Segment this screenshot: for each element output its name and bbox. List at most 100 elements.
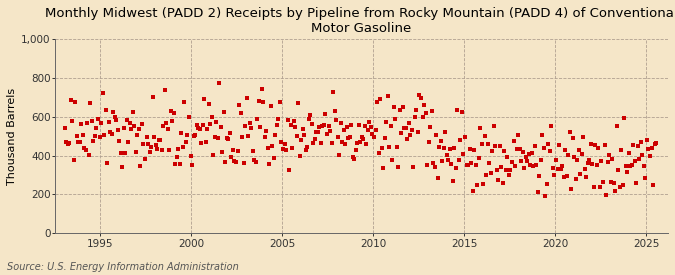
Point — [385, 123, 396, 128]
Point — [117, 165, 128, 170]
Point — [597, 180, 608, 184]
Point — [348, 154, 358, 159]
Point — [637, 153, 648, 157]
Point — [90, 134, 101, 139]
Point — [235, 111, 246, 115]
Point — [396, 131, 407, 135]
Point — [502, 155, 513, 159]
Point — [281, 147, 292, 152]
Point — [643, 147, 654, 152]
Point — [244, 121, 255, 125]
Point — [202, 126, 213, 131]
Point — [148, 134, 159, 139]
Point — [400, 126, 411, 130]
Point — [164, 147, 175, 152]
Point — [129, 124, 140, 128]
Point — [522, 159, 533, 163]
Point — [241, 96, 252, 100]
Point — [256, 87, 267, 92]
Point — [78, 133, 88, 137]
Point — [184, 115, 194, 119]
Point — [243, 134, 254, 138]
Point — [496, 165, 507, 169]
Point — [229, 158, 240, 163]
Point — [332, 135, 343, 139]
Point — [614, 185, 625, 189]
Point — [619, 116, 630, 120]
Point — [570, 177, 581, 181]
Point — [255, 125, 266, 129]
Point — [599, 142, 610, 147]
Point — [622, 170, 632, 175]
Point — [575, 171, 586, 176]
Point — [221, 136, 232, 141]
Point — [461, 163, 472, 167]
Point — [495, 144, 506, 148]
Point — [620, 164, 631, 168]
Point — [72, 134, 82, 138]
Point — [526, 151, 537, 155]
Point — [279, 142, 290, 146]
Point — [250, 159, 261, 164]
Point — [223, 137, 234, 141]
Point — [640, 175, 651, 180]
Point — [291, 134, 302, 138]
Point — [504, 173, 514, 177]
Point — [441, 153, 452, 158]
Point — [364, 120, 375, 124]
Point — [479, 134, 490, 138]
Point — [147, 95, 158, 99]
Point — [308, 141, 319, 145]
Point — [270, 133, 281, 137]
Point — [146, 145, 157, 149]
Point — [418, 103, 429, 107]
Point — [163, 127, 173, 131]
Point — [167, 119, 178, 123]
Point — [591, 163, 602, 167]
Point — [420, 111, 431, 115]
Point — [399, 126, 410, 130]
Point — [387, 158, 398, 162]
Point — [144, 150, 155, 154]
Point — [456, 110, 467, 115]
Point — [140, 156, 151, 161]
Point — [207, 115, 217, 119]
Point — [367, 132, 378, 136]
Point — [161, 121, 171, 125]
Point — [472, 183, 483, 188]
Point — [165, 109, 176, 113]
Point — [155, 138, 165, 142]
Point — [499, 149, 510, 153]
Point — [376, 146, 387, 150]
Point — [190, 133, 200, 138]
Point — [138, 142, 149, 147]
Point — [646, 145, 657, 150]
Point — [464, 147, 475, 152]
Point — [593, 146, 604, 150]
Point — [557, 163, 568, 168]
Point — [470, 163, 481, 167]
Point — [460, 134, 470, 139]
Point — [581, 175, 592, 179]
Point — [438, 145, 449, 150]
Point — [505, 167, 516, 172]
Point — [180, 140, 191, 144]
Point — [437, 159, 448, 163]
Point — [344, 134, 355, 139]
Point — [297, 127, 308, 131]
Point — [625, 164, 636, 168]
Point — [317, 123, 328, 128]
Point — [645, 154, 655, 158]
Point — [510, 164, 520, 168]
Point — [194, 127, 205, 131]
Text: Source: U.S. Energy Information Administration: Source: U.S. Energy Information Administ… — [7, 262, 238, 272]
Point — [549, 172, 560, 177]
Point — [152, 147, 163, 151]
Point — [432, 176, 443, 180]
Point — [157, 148, 167, 153]
Point — [220, 160, 231, 165]
Point — [613, 168, 624, 172]
Point — [355, 140, 366, 144]
Point — [497, 181, 508, 185]
Point — [384, 145, 395, 149]
